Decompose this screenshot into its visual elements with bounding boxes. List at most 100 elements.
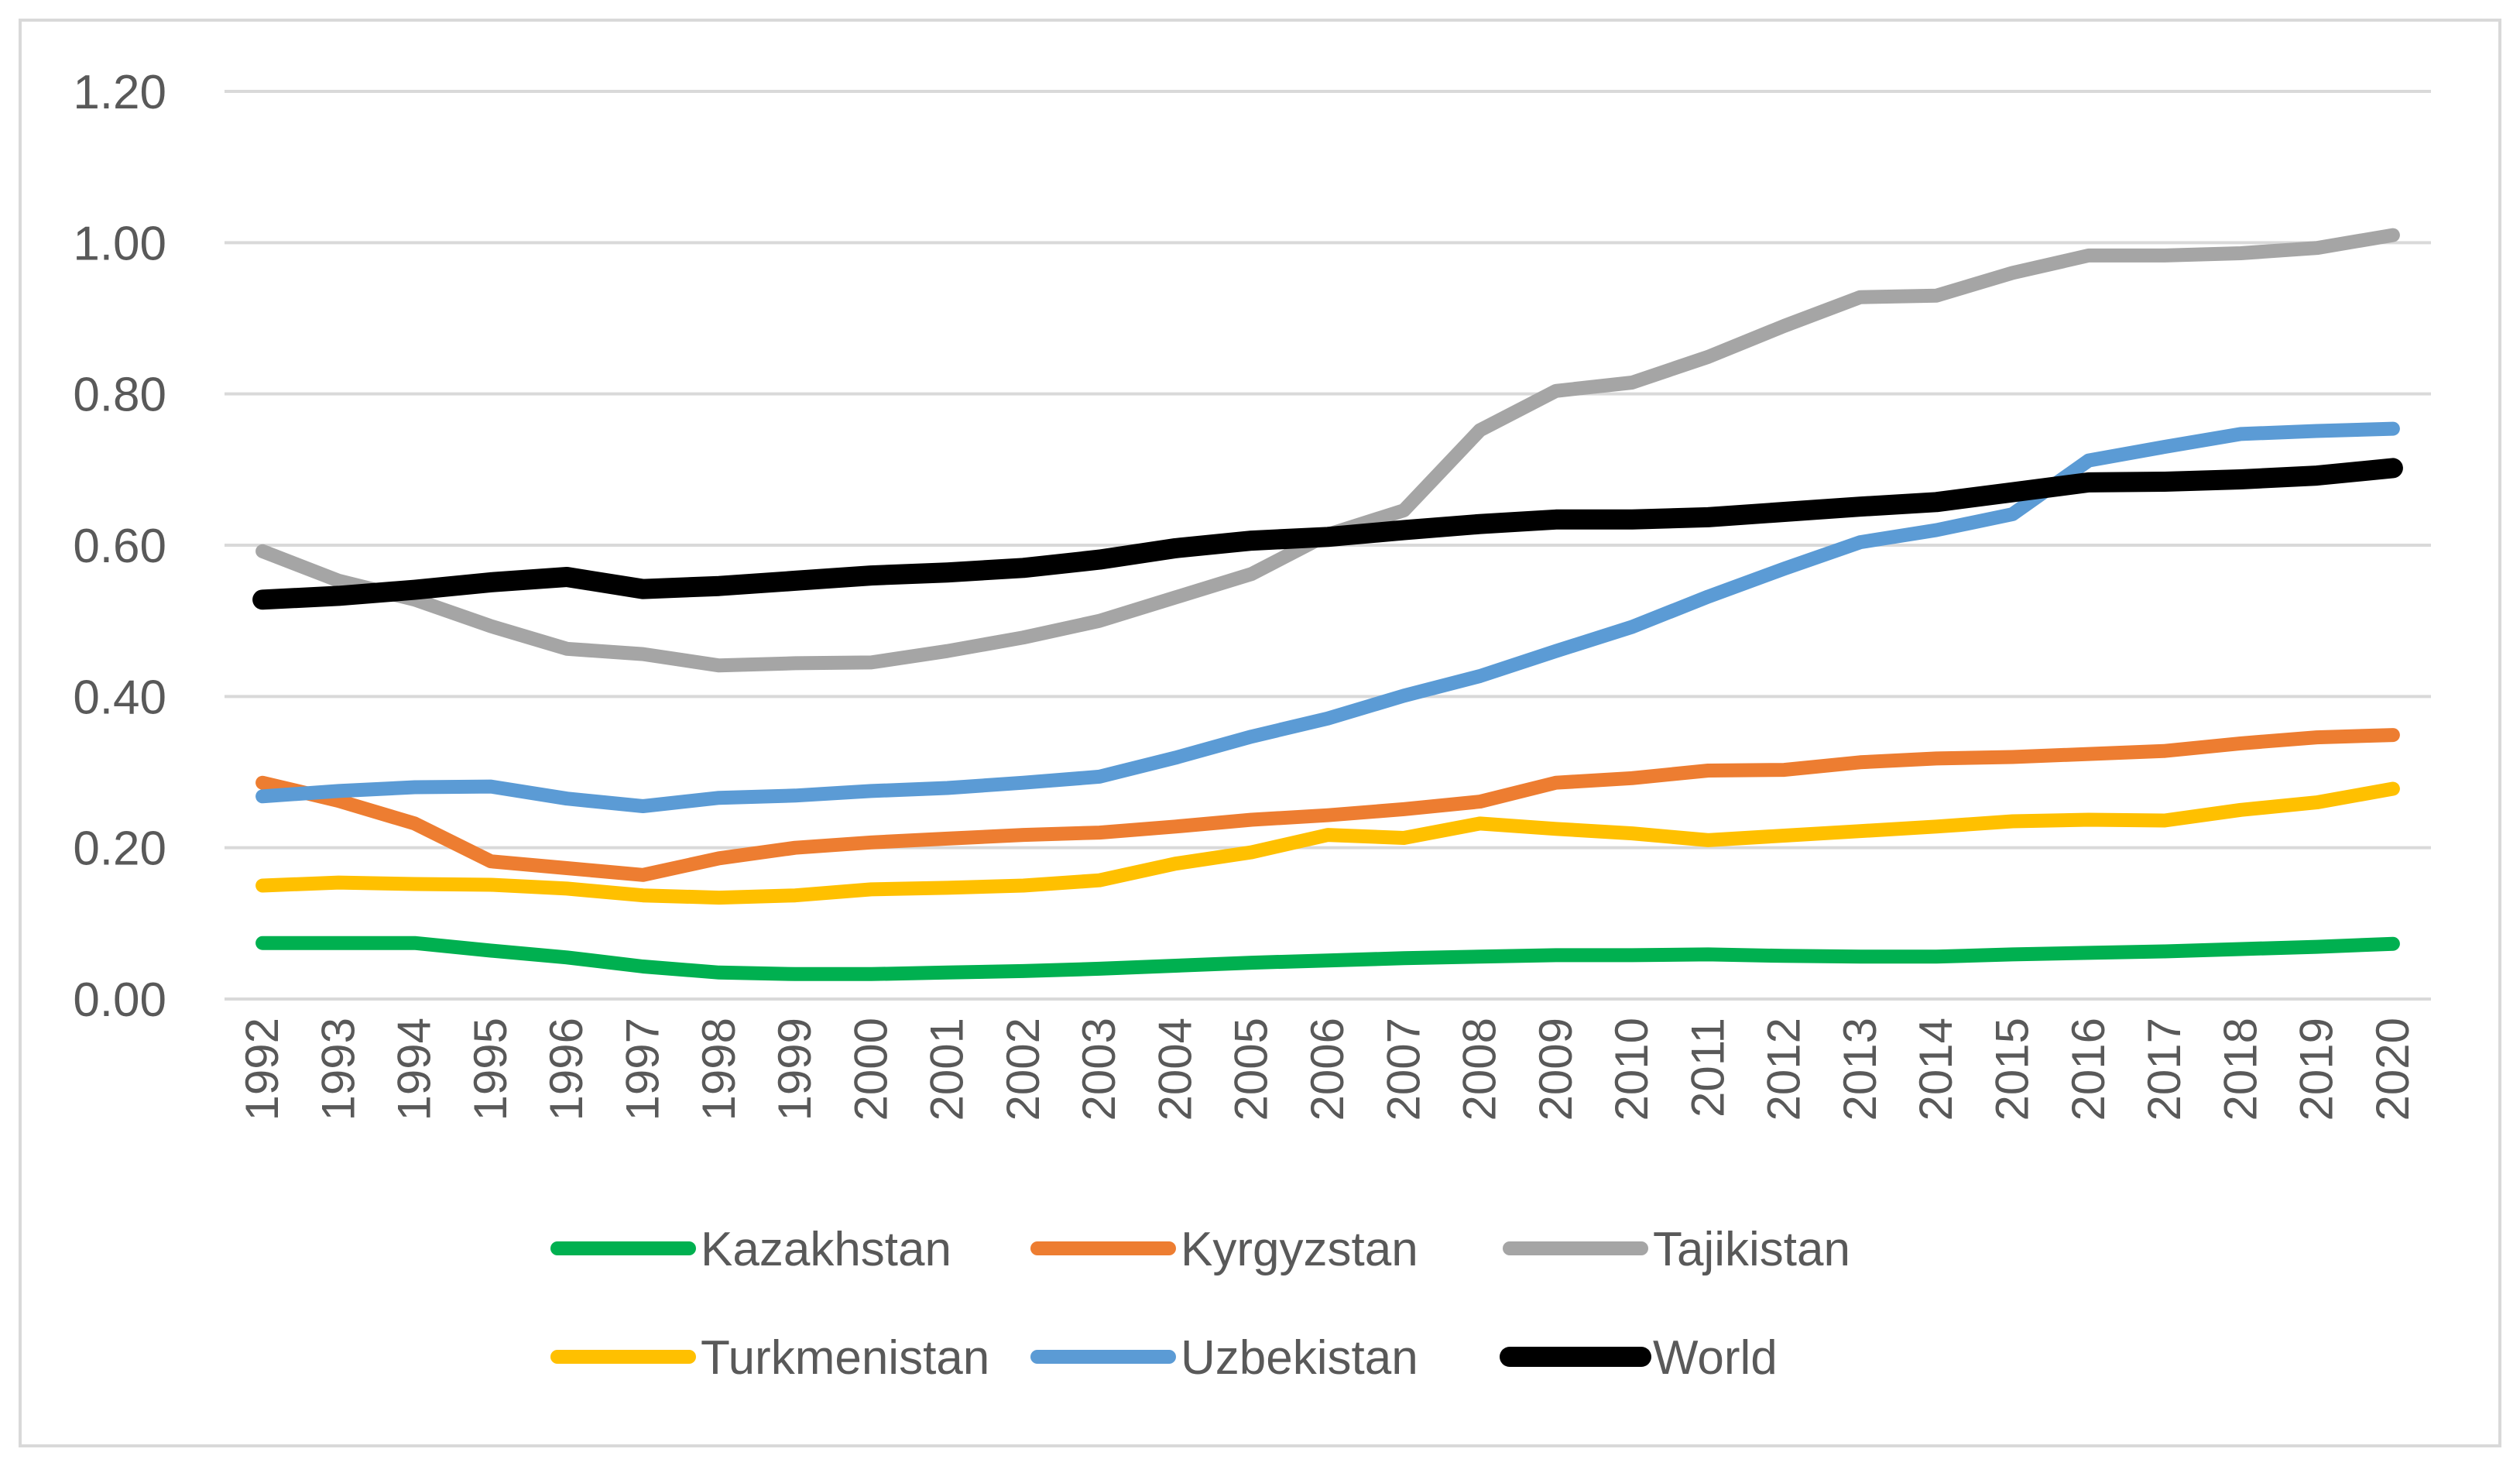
data-point [338,942,339,944]
series-kazakhstan [255,936,2400,981]
data-point [1023,567,1024,568]
data-point [1174,596,1176,598]
data-point [1631,778,1633,779]
data-point [1784,568,1785,569]
data-point [718,585,720,587]
data-point [2316,475,2318,476]
data-point [1403,695,1404,696]
data-point [1099,880,1100,881]
data-point [262,551,263,552]
data-point [794,973,796,975]
data-point [870,973,872,975]
data-point [1327,718,1329,719]
data-point [1935,529,1937,530]
y-tick-label: 1.20 [73,66,166,119]
data-point [2088,952,2090,953]
data-point [566,887,567,889]
x-tick-label: 2009 [1530,1018,1582,1121]
legend-item-tajikistan: Tajikistan [1503,1223,1850,1276]
data-point [1860,297,1861,298]
data-point [2088,482,2090,483]
data-point [2011,492,2013,493]
series-line-kyrgyzstan [255,728,2400,882]
data-point [1860,830,1861,832]
data-point [338,790,339,791]
data-point [490,582,492,583]
data-point [2164,750,2165,752]
data-point [490,949,492,951]
data-point [870,790,872,791]
data-point [1555,519,1557,520]
data-point [1935,826,1937,827]
data-point [1023,970,1024,972]
data-point [338,800,339,802]
x-tick-label: 2006 [1301,1018,1353,1121]
data-point [1251,852,1253,853]
series-line-kazakhstan [255,936,2400,981]
data-point [1935,501,1937,503]
data-point [1403,510,1404,511]
data-point [2011,756,2013,757]
x-tick-label: 2011 [1682,1018,1733,1118]
data-point [262,782,263,784]
data-point [1174,826,1176,827]
data-point [566,798,567,799]
x-tick-label: 2007 [1377,1018,1429,1121]
data-point [338,580,339,582]
x-tick-label: 1999 [769,1018,821,1121]
y-tick-label: 0.60 [73,520,166,573]
data-point [2164,950,2165,952]
data-point [2088,255,2090,256]
x-tick-label: 1995 [465,1018,516,1121]
x-tick-label: 1994 [389,1018,441,1121]
data-point [1174,757,1176,758]
data-point [2240,433,2241,434]
data-point [2011,272,2013,273]
data-point [1327,536,1329,537]
data-point [1707,953,1709,955]
data-point [1099,776,1100,778]
data-point [1555,651,1557,652]
data-point [1631,519,1633,520]
data-point [2392,788,2394,789]
data-point [1099,620,1100,622]
data-point [870,575,872,576]
x-tick-label: 1998 [693,1018,745,1121]
data-point [1935,956,1937,957]
data-point [2316,736,2318,738]
data-point [870,888,872,890]
data-point [794,894,796,896]
data-point [1631,954,1633,956]
legend-label: Uzbekistan [1181,1331,1418,1385]
series-turkmenistan [255,781,2400,905]
x-tick-label: 2004 [1149,1018,1201,1121]
series-lines [252,228,2403,981]
data-point [2088,819,2090,821]
data-point [2240,809,2241,811]
data-point [1784,511,1785,513]
data-point [794,847,796,849]
data-point [947,572,948,573]
data-point [794,662,796,664]
data-point [2088,754,2090,755]
y-tick-label: 1.00 [73,217,166,270]
data-point [1784,769,1785,771]
data-point [1251,573,1253,575]
data-point [338,595,339,596]
x-tick-label: 2003 [1073,1018,1125,1121]
x-tick-label: 2000 [845,1018,897,1121]
x-tick-label: 2013 [1834,1018,1886,1121]
data-point [794,795,796,796]
data-point [2392,428,2394,430]
y-tick-label: 0.20 [73,822,166,876]
data-point [490,884,492,886]
legend-item-turkmenistan: Turkmenistan [550,1331,989,1385]
data-point [262,885,263,887]
data-point [1403,529,1404,530]
data-point [566,576,567,578]
data-point [338,882,339,884]
data-point [490,860,492,862]
x-tick-label: 2019 [2291,1018,2343,1121]
